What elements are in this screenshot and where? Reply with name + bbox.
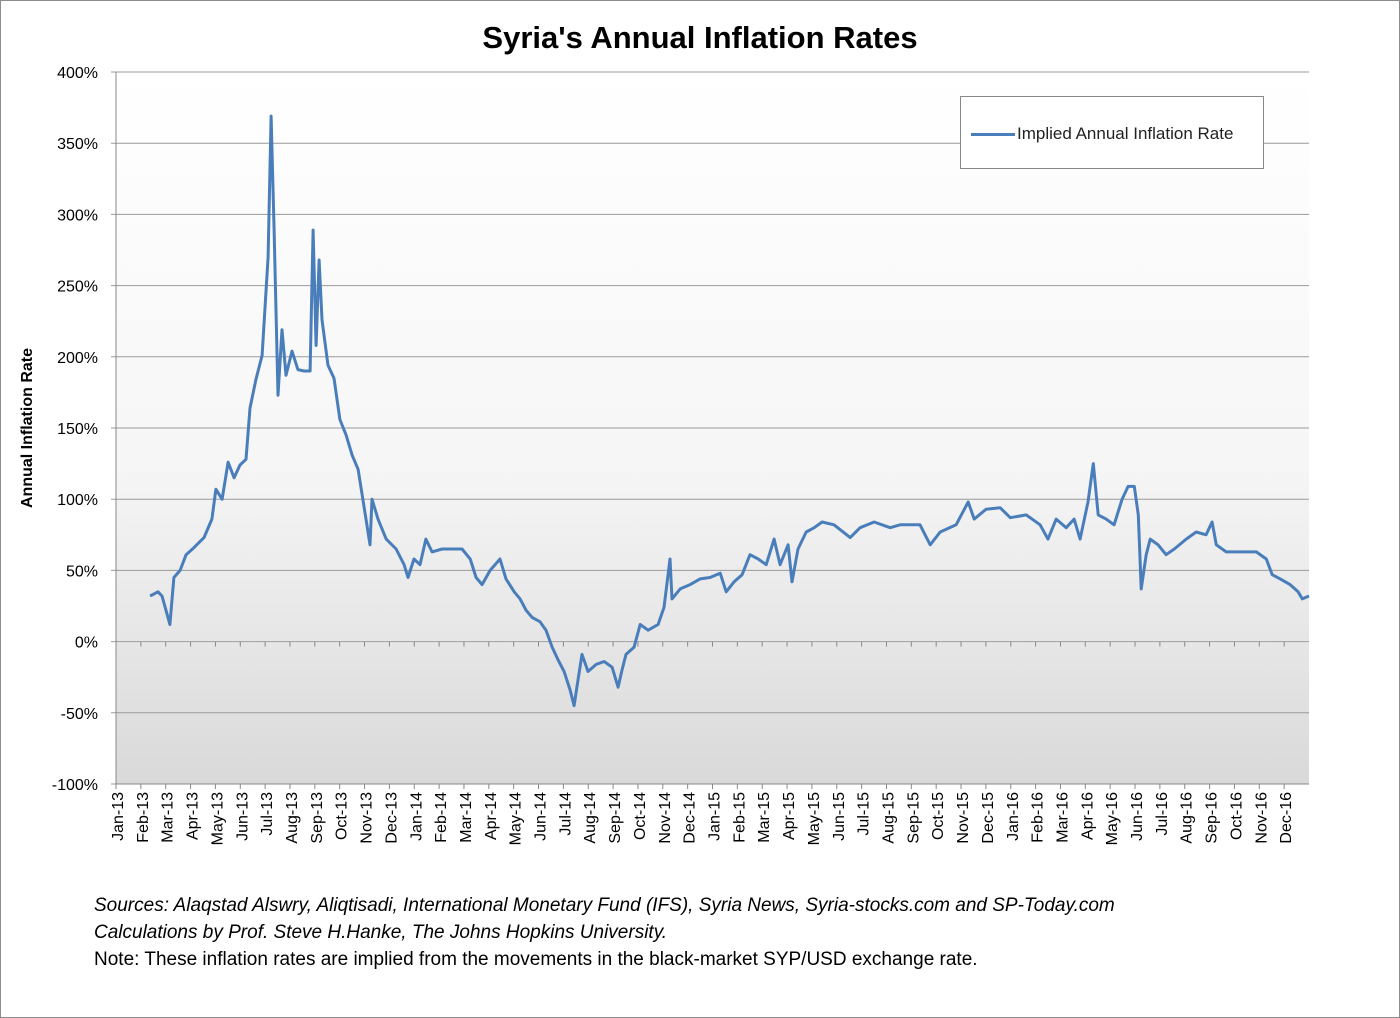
sources-note: Sources: Alaqstad Alswry, Aliqtisadi, In… <box>94 895 1115 916</box>
x-tick-label: Apr-13 <box>185 792 202 840</box>
x-tick-label: Feb-16 <box>1030 792 1047 843</box>
y-tick-label: 400% <box>57 65 98 82</box>
x-tick-label: Mar-15 <box>756 792 773 843</box>
x-tick-label: May-13 <box>209 792 226 845</box>
x-tick-label: Jun-15 <box>831 792 848 841</box>
x-tick-label: May-14 <box>508 792 525 845</box>
x-tick-label: Nov-13 <box>359 792 376 844</box>
x-tick-label: Apr-16 <box>1079 792 1096 840</box>
x-tick-label: Nov-14 <box>657 792 674 844</box>
x-tick-label: Oct-15 <box>930 792 947 840</box>
x-tick-label: Jul-13 <box>259 792 276 836</box>
y-tick-label: 50% <box>66 563 98 580</box>
x-tick-label: Mar-13 <box>160 792 177 843</box>
x-tick-label: Apr-14 <box>483 792 500 840</box>
x-tick-label: Jun-16 <box>1129 792 1146 841</box>
x-tick-label: May-15 <box>806 792 823 845</box>
y-tick-label: -100% <box>52 777 98 794</box>
x-tick-label: Sep-16 <box>1204 792 1221 844</box>
x-tick-label: Feb-15 <box>731 792 748 843</box>
x-tick-label: Jul-15 <box>856 792 873 836</box>
x-tick-label: Nov-16 <box>1253 792 1270 844</box>
x-tick-label: Mar-14 <box>458 792 475 843</box>
x-tick-label: Aug-14 <box>582 792 599 844</box>
x-tick-label: Oct-14 <box>632 792 649 840</box>
exchange-rate-note: Note: These inflation rates are implied … <box>94 949 978 970</box>
x-tick-label: Sep-13 <box>309 792 326 844</box>
x-tick-label: May-16 <box>1104 792 1121 845</box>
x-tick-label: Dec-14 <box>682 792 699 844</box>
x-tick-label: Aug-16 <box>1179 792 1196 844</box>
x-tick-label: Dec-16 <box>1278 792 1295 844</box>
x-tick-label: Oct-16 <box>1228 792 1245 840</box>
x-tick-label: Feb-14 <box>433 792 450 843</box>
legend-label: Implied Annual Inflation Rate <box>1017 124 1234 143</box>
x-tick-label: Aug-15 <box>880 792 897 844</box>
y-axis-label: Annual Inflation Rate <box>19 348 36 508</box>
x-tick-label: Mar-16 <box>1054 792 1071 843</box>
series-line-inflation <box>149 114 1310 708</box>
y-tick-label: 200% <box>57 350 98 367</box>
chart-notes: Sources: Alaqstad Alswry, Aliqtisadi, In… <box>94 892 1115 973</box>
x-tick-label: Nov-15 <box>955 792 972 844</box>
x-tick-label: Jun-14 <box>533 792 550 841</box>
y-tick-label: 350% <box>57 136 98 153</box>
x-tick-label: Jan-14 <box>408 792 425 841</box>
x-tick-label: Sep-15 <box>905 792 922 844</box>
y-tick-label: 150% <box>57 421 98 438</box>
x-tick-label: Sep-14 <box>607 792 624 844</box>
x-tick-label: Oct-13 <box>334 792 351 840</box>
x-tick-label: Apr-15 <box>781 792 798 840</box>
x-tick-label: Jul-16 <box>1154 792 1171 836</box>
x-tick-label: Jan-13 <box>110 792 127 841</box>
legend: Implied Annual Inflation Rate <box>960 96 1264 169</box>
y-tick-label: 0% <box>75 635 98 652</box>
y-tick-label: 300% <box>57 207 98 224</box>
y-tick-label: 250% <box>57 279 98 296</box>
calculations-note: Calculations by Prof. Steve H.Hanke, The… <box>94 922 668 943</box>
x-tick-label: Dec-13 <box>383 792 400 844</box>
x-tick-label: Jun-13 <box>234 792 251 841</box>
x-tick-label: Dec-15 <box>980 792 997 844</box>
y-tick-label: 100% <box>57 492 98 509</box>
x-tick-label: Jul-14 <box>557 792 574 836</box>
x-tick-label: Jan-16 <box>1005 792 1022 841</box>
legend-swatch <box>971 133 1015 136</box>
x-tick-label: Jan-15 <box>707 792 724 841</box>
chart-title: Syria's Annual Inflation Rates <box>482 20 918 55</box>
x-tick-label: Aug-13 <box>284 792 301 844</box>
x-tick-label: Feb-13 <box>135 792 152 843</box>
y-tick-label: -50% <box>61 706 98 723</box>
